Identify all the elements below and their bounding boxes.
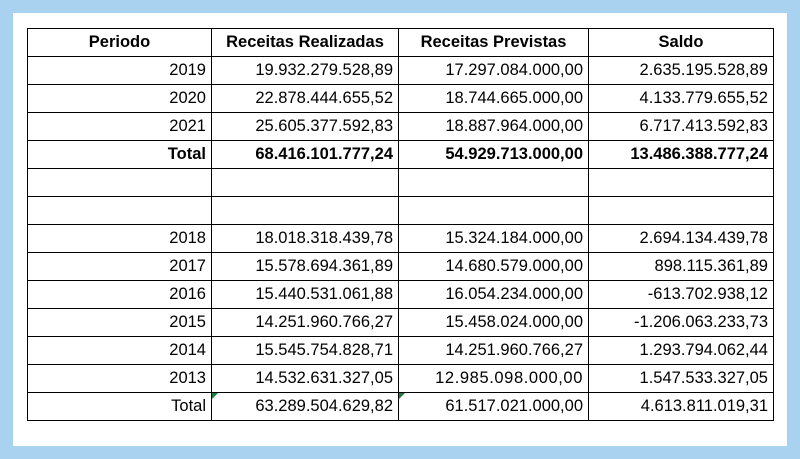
cell-saldo[interactable]: 2.694.134.439,78 <box>588 224 774 253</box>
cell-total-label[interactable]: Total <box>27 392 212 421</box>
cell-realizadas[interactable]: 15.545.754.828,71 <box>211 336 399 365</box>
cell-realizadas[interactable]: 18.018.318.439,78 <box>211 224 399 253</box>
cell-periodo[interactable]: 2018 <box>27 224 212 253</box>
table-row: 2018 18.018.318.439,78 15.324.184.000,00… <box>27 224 774 253</box>
cell-previstas[interactable]: 15.458.024.000,00 <box>398 308 589 337</box>
revenue-table: Periodo Receitas Realizadas Receitas Pre… <box>27 28 774 421</box>
cell-previstas[interactable]: 14.680.579.000,00 <box>398 252 589 281</box>
empty-cell[interactable] <box>27 196 212 225</box>
spreadsheet-area: Periodo Receitas Realizadas Receitas Pre… <box>13 13 787 446</box>
cell-total-realizadas[interactable]: 68.416.101.777,24 <box>211 140 399 169</box>
cell-realizadas[interactable]: 15.578.694.361,89 <box>211 252 399 281</box>
cell-previstas[interactable]: 18.887.964.000,00 <box>398 112 589 141</box>
empty-cell[interactable] <box>588 196 774 225</box>
header-receitas-previstas[interactable]: Receitas Previstas <box>398 28 589 57</box>
cell-realizadas[interactable]: 15.440.531.061,88 <box>211 280 399 309</box>
table-row: 2016 15.440.531.061,88 16.054.234.000,00… <box>27 280 774 309</box>
header-receitas-realizadas[interactable]: Receitas Realizadas <box>211 28 399 57</box>
cell-saldo[interactable]: 4.133.779.655,52 <box>588 84 774 113</box>
cell-periodo[interactable]: 2021 <box>27 112 212 141</box>
cell-periodo[interactable]: 2013 <box>27 364 212 393</box>
cell-previstas[interactable]: 12.985.098.000,00 <box>398 364 589 393</box>
header-row: Periodo Receitas Realizadas Receitas Pre… <box>27 28 774 57</box>
cell-periodo[interactable]: 2019 <box>27 56 212 85</box>
cell-total-previstas[interactable]: 61.517.021.000,00 <box>398 392 589 421</box>
cell-periodo[interactable]: 2017 <box>27 252 212 281</box>
cell-saldo[interactable]: 898.115.361,89 <box>588 252 774 281</box>
cell-saldo[interactable]: 1.293.794.062,44 <box>588 336 774 365</box>
cell-realizadas[interactable]: 22.878.444.655,52 <box>211 84 399 113</box>
cell-total-previstas[interactable]: 54.929.713.000,00 <box>398 140 589 169</box>
total-row: Total 63.289.504.629,82 61.517.021.000,0… <box>27 392 774 421</box>
empty-cell[interactable] <box>588 168 774 197</box>
header-periodo[interactable]: Periodo <box>27 28 212 57</box>
table-row: 2013 14.532.631.327,05 12.985.098.000,00… <box>27 364 774 393</box>
table-row: 2015 14.251.960.766,27 15.458.024.000,00… <box>27 308 774 337</box>
cell-total-saldo[interactable]: 13.486.388.777,24 <box>588 140 774 169</box>
cell-periodo[interactable]: 2015 <box>27 308 212 337</box>
cell-saldo[interactable]: 6.717.413.592,83 <box>588 112 774 141</box>
cell-periodo[interactable]: 2020 <box>27 84 212 113</box>
cell-realizadas[interactable]: 14.251.960.766,27 <box>211 308 399 337</box>
cell-total-label[interactable]: Total <box>27 140 212 169</box>
table-row: 2020 22.878.444.655,52 18.744.665.000,00… <box>27 84 774 113</box>
cell-previstas[interactable]: 18.744.665.000,00 <box>398 84 589 113</box>
empty-cell[interactable] <box>27 168 212 197</box>
cell-saldo-negative[interactable]: -613.702.938,12 <box>588 280 774 309</box>
empty-row <box>27 168 774 197</box>
cell-realizadas[interactable]: 14.532.631.327,05 <box>211 364 399 393</box>
cell-saldo[interactable]: 2.635.195.528,89 <box>588 56 774 85</box>
empty-cell[interactable] <box>398 168 589 197</box>
empty-cell[interactable] <box>398 196 589 225</box>
empty-row <box>27 196 774 225</box>
table-row: 2017 15.578.694.361,89 14.680.579.000,00… <box>27 252 774 281</box>
cell-previstas[interactable]: 16.054.234.000,00 <box>398 280 589 309</box>
cell-saldo[interactable]: 1.547.533.327,05 <box>588 364 774 393</box>
table-row: 2019 19.932.279.528,89 17.297.084.000,00… <box>27 56 774 85</box>
header-saldo[interactable]: Saldo <box>588 28 774 57</box>
cell-previstas[interactable]: 15.324.184.000,00 <box>398 224 589 253</box>
empty-cell[interactable] <box>211 196 399 225</box>
total-row: Total 68.416.101.777,24 54.929.713.000,0… <box>27 140 774 169</box>
table-row: 2014 15.545.754.828,71 14.251.960.766,27… <box>27 336 774 365</box>
cell-periodo[interactable]: 2014 <box>27 336 212 365</box>
cell-realizadas[interactable]: 19.932.279.528,89 <box>211 56 399 85</box>
cell-previstas[interactable]: 14.251.960.766,27 <box>398 336 589 365</box>
cell-previstas[interactable]: 17.297.084.000,00 <box>398 56 589 85</box>
cell-total-realizadas[interactable]: 63.289.504.629,82 <box>211 392 399 421</box>
cell-total-saldo[interactable]: 4.613.811.019,31 <box>588 392 774 421</box>
cell-realizadas[interactable]: 25.605.377.592,83 <box>211 112 399 141</box>
cell-saldo-negative[interactable]: -1.206.063.233,73 <box>588 308 774 337</box>
cell-periodo[interactable]: 2016 <box>27 280 212 309</box>
empty-cell[interactable] <box>211 168 399 197</box>
table-row: 2021 25.605.377.592,83 18.887.964.000,00… <box>27 112 774 141</box>
